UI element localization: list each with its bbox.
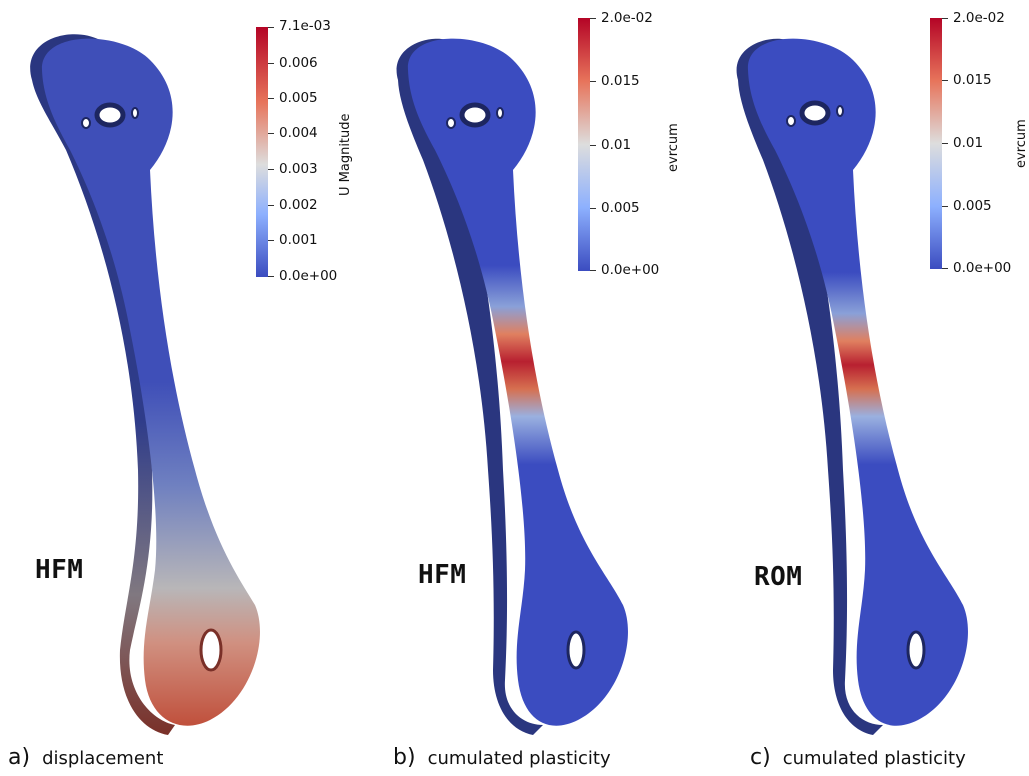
colorbar-tick: 0.01 bbox=[953, 135, 984, 151]
bottom-hole bbox=[566, 630, 586, 670]
part-top-face bbox=[41, 38, 260, 726]
model-label: ROM bbox=[754, 562, 803, 592]
top-hole-small-right bbox=[496, 107, 504, 119]
top-hole-large bbox=[799, 100, 831, 126]
colorbar-tick: 0.015 bbox=[601, 73, 640, 89]
colorbar-tick: 0.0e+00 bbox=[601, 262, 660, 278]
colorbar-title: evrcum bbox=[1014, 119, 1029, 168]
bottom-hole bbox=[906, 630, 926, 670]
top-hole-large bbox=[94, 102, 126, 128]
top-hole-small-left bbox=[446, 117, 456, 129]
colorbar-tick: 2.0e-02 bbox=[601, 10, 653, 26]
colorbar bbox=[578, 18, 590, 271]
caption-text: cumulated plasticity bbox=[782, 748, 966, 769]
top-hole-small-left bbox=[786, 115, 796, 127]
bottom-hole bbox=[199, 628, 223, 672]
colorbar-title: evrcum bbox=[666, 123, 681, 172]
part-side-face bbox=[736, 38, 883, 736]
panel-b: HFM 2.0e-02 0.015 0.01 0.005 0.0e+00 evr… bbox=[343, 0, 686, 776]
top-hole-small-left bbox=[81, 117, 91, 129]
colorbar-tick: 0.004 bbox=[279, 125, 318, 141]
caption-text: cumulated plasticity bbox=[427, 748, 611, 769]
part-displacement-render bbox=[30, 34, 260, 736]
caption-letter: c) bbox=[750, 745, 771, 770]
caption: c) cumulated plasticity bbox=[750, 745, 966, 770]
colorbar-tick: 0.005 bbox=[601, 200, 640, 216]
part-plasticity-render bbox=[396, 38, 628, 736]
part-side-face bbox=[396, 38, 543, 736]
colorbar-tick: 2.0e-02 bbox=[953, 10, 1005, 26]
colorbar-tick: 0.01 bbox=[601, 137, 632, 153]
colorbar-tick: 0.002 bbox=[279, 197, 318, 213]
model-label: HFM bbox=[35, 555, 84, 585]
colorbar-tick: 0.0e+00 bbox=[279, 268, 338, 284]
part-side-face bbox=[30, 34, 175, 736]
panel-a: HFM 7.1e-03 0.006 0.005 0.004 0.003 0.00… bbox=[0, 0, 353, 776]
top-hole-large bbox=[459, 102, 491, 128]
colorbar-tick: 0.005 bbox=[953, 198, 992, 214]
caption: b) cumulated plasticity bbox=[393, 745, 611, 770]
caption: a) displacement bbox=[8, 745, 163, 770]
caption-text: displacement bbox=[42, 748, 164, 769]
part-top-face bbox=[747, 38, 968, 726]
caption-letter: a) bbox=[8, 745, 31, 770]
colorbar bbox=[930, 18, 942, 269]
colorbar-tick: 7.1e-03 bbox=[279, 18, 331, 34]
part-top-face bbox=[407, 38, 628, 726]
colorbar-tick: 0.003 bbox=[279, 161, 318, 177]
part-plasticity-rom-render bbox=[736, 38, 968, 736]
colorbar-tick: 0.0e+00 bbox=[953, 260, 1012, 276]
caption-letter: b) bbox=[393, 745, 416, 770]
top-hole-small-right bbox=[836, 105, 844, 117]
colorbar bbox=[256, 27, 268, 277]
colorbar-tick: 0.005 bbox=[279, 90, 318, 106]
colorbar-tick: 0.001 bbox=[279, 232, 318, 248]
panel-c: ROM 2.0e-02 0.015 0.01 0.005 0.0e+00 evr… bbox=[686, 0, 1029, 776]
top-hole-small-right bbox=[131, 107, 139, 119]
model-label: HFM bbox=[418, 560, 467, 590]
colorbar-tick: 0.015 bbox=[953, 72, 992, 88]
colorbar-tick: 0.006 bbox=[279, 55, 318, 71]
